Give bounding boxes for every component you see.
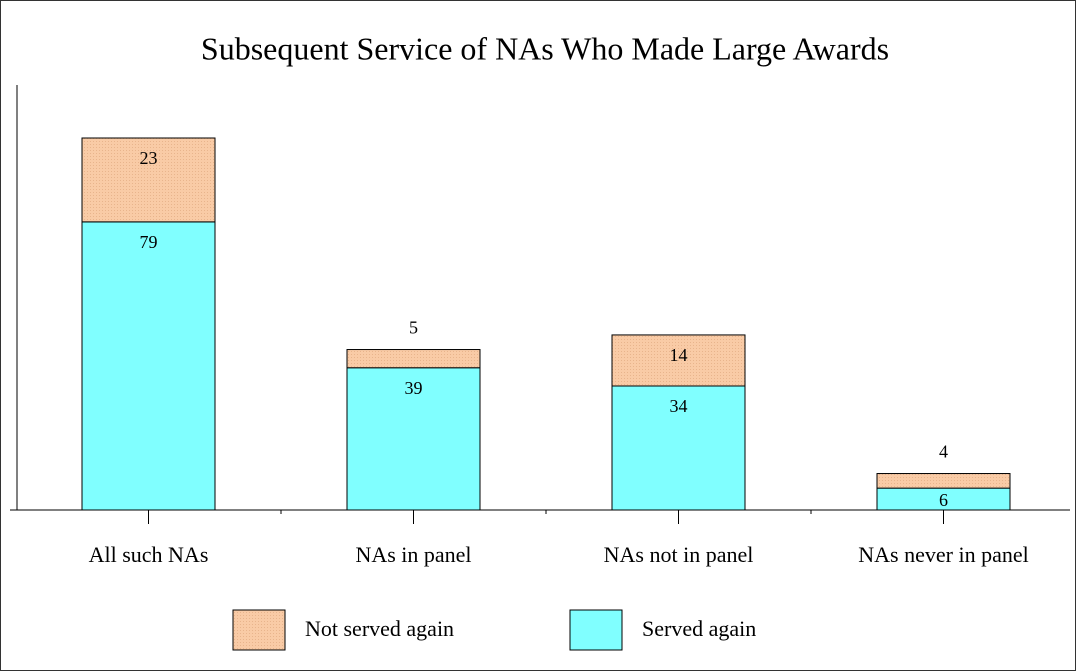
value-label: 79 — [140, 232, 158, 252]
x-tick-label: NAs never in panel — [858, 542, 1028, 567]
value-label: 14 — [670, 345, 688, 365]
bar-segment — [611, 334, 746, 387]
bar-segment — [611, 385, 746, 511]
x-tick-label: All such NAs — [89, 542, 209, 567]
legend-swatch — [569, 609, 623, 651]
x-tick-label: NAs in panel — [355, 542, 471, 567]
value-label: 23 — [140, 148, 158, 168]
bar-segment — [81, 137, 216, 223]
bar-segment — [81, 221, 216, 511]
legend-label: Not served again — [305, 616, 454, 641]
value-label: 34 — [670, 396, 688, 416]
bar-segment — [346, 349, 481, 369]
value-label: 4 — [939, 442, 948, 462]
legend-swatch — [232, 609, 286, 651]
value-label: 39 — [405, 378, 423, 398]
chart-title: Subsequent Service of NAs Who Made Large… — [201, 30, 889, 66]
x-tick-label: NAs not in panel — [604, 542, 754, 567]
legend-label: Served again — [642, 616, 756, 641]
value-label: 6 — [939, 490, 948, 510]
value-label: 5 — [409, 318, 418, 338]
bar-segment — [876, 473, 1011, 489]
